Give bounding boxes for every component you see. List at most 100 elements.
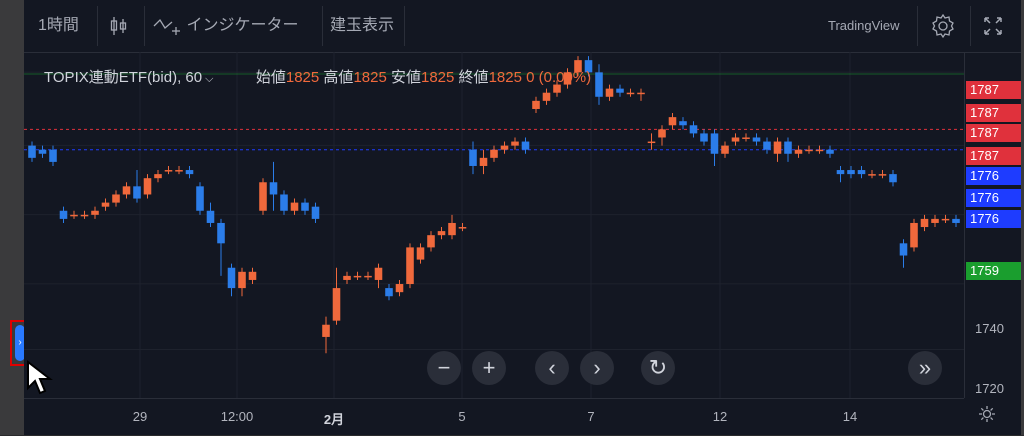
candle-body <box>868 174 876 176</box>
legend-open-label: 始値 <box>255 69 286 86</box>
indicators-button[interactable]: インジケーター <box>152 0 298 52</box>
candle-body <box>731 137 740 142</box>
x-axis-label: 29 <box>132 409 148 424</box>
time-axis[interactable]: 29 12:00 2月 5 7 12 14 <box>24 398 964 436</box>
candle-body <box>532 100 540 109</box>
candle-body <box>227 267 236 289</box>
candle-body <box>80 214 89 217</box>
expand-sidebar-button[interactable]: › <box>15 325 25 361</box>
candle-body <box>332 288 341 321</box>
candle-body <box>721 145 729 154</box>
legend-close-value: 1825 <box>488 69 522 86</box>
candle-body <box>311 206 320 219</box>
candle-body <box>59 210 68 219</box>
candle-body <box>248 271 257 280</box>
interval-selector[interactable]: 1時間 <box>38 17 79 34</box>
candle-body <box>784 141 792 154</box>
fullscreen-icon[interactable] <box>982 0 1004 52</box>
candle-body <box>91 210 99 215</box>
price-plot-area[interactable]: TOPIX連動ETF(bid), 60 ⌵ 始値1825 高値1825 安値18… <box>24 52 964 398</box>
candle-body <box>122 186 131 195</box>
legend-symbol[interactable]: TOPIX連動ETF(bid) <box>44 69 178 86</box>
candle-body <box>899 243 908 256</box>
zoom-in-button[interactable]: + <box>472 351 506 385</box>
candle-body <box>553 84 561 93</box>
price-tag: 1759 <box>966 262 1021 280</box>
candle-body <box>28 145 36 158</box>
time-axis-settings-icon[interactable] <box>977 404 997 429</box>
toolbar-divider <box>404 6 405 46</box>
candle-body <box>910 222 918 248</box>
reset-chart-button[interactable]: ↻ <box>641 351 675 385</box>
candle-body <box>217 222 225 244</box>
candle-body <box>175 170 183 172</box>
price-tag: 1776 <box>966 210 1021 228</box>
candle-body <box>280 194 288 211</box>
legend-change: 0 (0.00%) <box>526 69 592 86</box>
candle-body <box>920 218 929 228</box>
scroll-right-button[interactable]: › <box>580 351 614 385</box>
gear-icon[interactable] <box>930 0 956 52</box>
positions-button[interactable]: 建玉表示 <box>330 17 395 34</box>
price-tag: 1776 <box>966 167 1021 185</box>
candlestick-chart <box>24 52 964 398</box>
chart-toolbar: 1時間 インジケーター 建玉表示 TradingView <box>24 0 1021 53</box>
candle-body <box>521 141 530 150</box>
x-axis-label: 14 <box>842 409 858 424</box>
tradingview-brand[interactable]: TradingView <box>828 18 900 33</box>
candle-body <box>70 214 78 217</box>
candle-body <box>857 170 866 175</box>
y-axis-label: 1740 <box>975 321 1004 336</box>
candle-body <box>238 271 246 289</box>
x-axis-label: 12 <box>712 409 728 424</box>
candle-body <box>637 92 645 95</box>
candle-body <box>479 157 488 166</box>
candle-body <box>616 88 624 93</box>
candle-body <box>952 218 960 223</box>
candle-body <box>626 92 635 95</box>
x-axis-label: 2月 <box>323 412 345 427</box>
toolbar-divider <box>144 6 145 46</box>
candle-body <box>878 174 887 176</box>
candle-body <box>826 149 834 154</box>
legend-interval[interactable]: 60 <box>185 69 203 86</box>
legend-open-value: 1825 <box>285 69 320 86</box>
candle-body <box>353 275 362 278</box>
candle-body <box>395 284 404 293</box>
price-tag: 1787 <box>966 124 1021 142</box>
candle-body <box>511 141 519 146</box>
candle-body <box>679 121 687 126</box>
candle-body <box>427 235 435 248</box>
price-tag: 1787 <box>966 147 1021 165</box>
price-tag: 1787 <box>966 81 1021 99</box>
scroll-left-button[interactable]: ‹ <box>535 351 569 385</box>
candle-body <box>259 182 267 211</box>
candle-body <box>164 170 173 172</box>
candle-body <box>458 227 467 229</box>
candle-body <box>595 72 603 97</box>
candle-body <box>301 202 309 211</box>
legend-low-label: 安値 <box>390 69 421 86</box>
toolbar-divider <box>917 6 918 46</box>
candle-body <box>133 186 141 199</box>
candle-body <box>815 149 824 152</box>
candle-body <box>154 174 162 179</box>
legend-low-value: 1825 <box>421 69 455 86</box>
candle-body <box>542 92 551 101</box>
legend-close-label: 終値 <box>458 69 489 86</box>
candle-body <box>563 72 572 85</box>
go-to-latest-button[interactable]: » <box>908 351 942 385</box>
candle-body <box>574 60 582 73</box>
chart-widget: 1時間 インジケーター 建玉表示 TradingView <box>24 0 1021 435</box>
candle-body <box>847 170 855 175</box>
y-axis-label: 1720 <box>975 381 1004 396</box>
candlestick-type-icon[interactable] <box>110 0 128 52</box>
candle-body <box>448 222 456 236</box>
price-tag: 1787 <box>966 104 1021 122</box>
candle-body <box>101 202 110 207</box>
candle-body <box>742 137 750 139</box>
chevron-down-icon[interactable]: ⌵ <box>202 73 214 85</box>
price-axis[interactable]: 1787 1787 1787 1787 1776 1776 1776 1759 … <box>964 52 1022 398</box>
zoom-out-button[interactable]: − <box>427 351 461 385</box>
candle-body <box>206 210 215 223</box>
